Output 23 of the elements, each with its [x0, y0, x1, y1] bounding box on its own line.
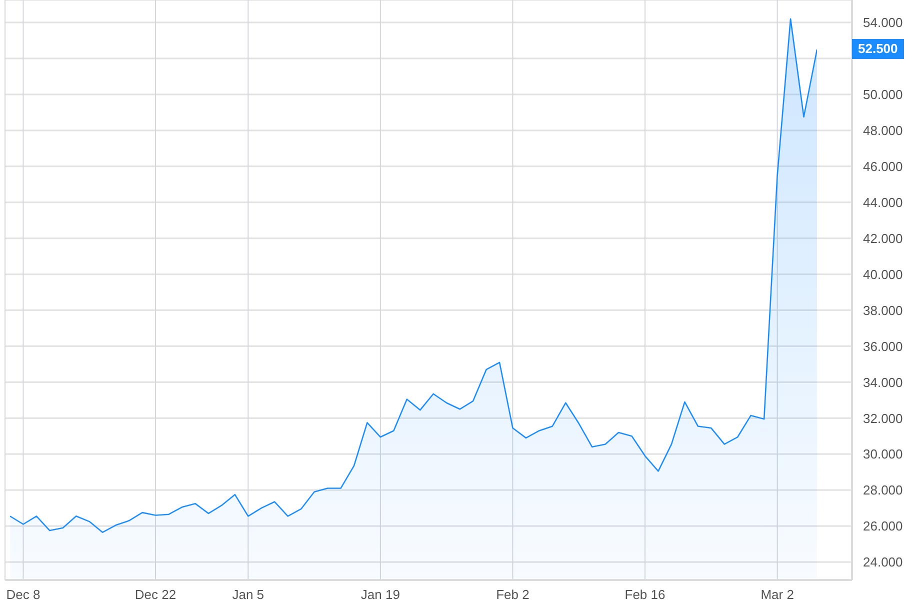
text: 52.500 — [852, 39, 904, 60]
x-tick-label: Jan 5 — [232, 587, 264, 602]
y-tick-label: 32.000 — [863, 410, 903, 426]
x-tick-label: Dec 8 — [6, 587, 40, 602]
x-tick-label: Dec 22 — [134, 587, 176, 602]
y-tick-label: 40.000 — [863, 266, 903, 282]
y-tick-label: 26.000 — [863, 518, 903, 534]
y-tick-label: 42.000 — [863, 230, 903, 246]
y-tick-label: 36.000 — [863, 338, 903, 354]
x-tick-label: Mar 2 — [760, 587, 794, 602]
y-tick-label: 46.000 — [863, 158, 903, 174]
y-tick-label: 48.000 — [863, 123, 903, 138]
y-tick-label: 34.000 — [863, 374, 903, 390]
y-tick-label: 54.000 — [863, 15, 903, 30]
y-tick-label: 30.000 — [863, 446, 903, 462]
x-tick-label: Feb 16 — [624, 587, 666, 602]
y-tick-label: 44.000 — [863, 194, 903, 210]
y-tick-label: 24.000 — [863, 554, 903, 570]
y-tick-label: 28.000 — [863, 482, 903, 498]
x-tick-label: Feb 2 — [496, 587, 530, 602]
y-tick-label: 38.000 — [863, 302, 903, 318]
y-tick-label: 50.000 — [863, 87, 903, 102]
x-tick-label: Jan 19 — [360, 587, 400, 602]
